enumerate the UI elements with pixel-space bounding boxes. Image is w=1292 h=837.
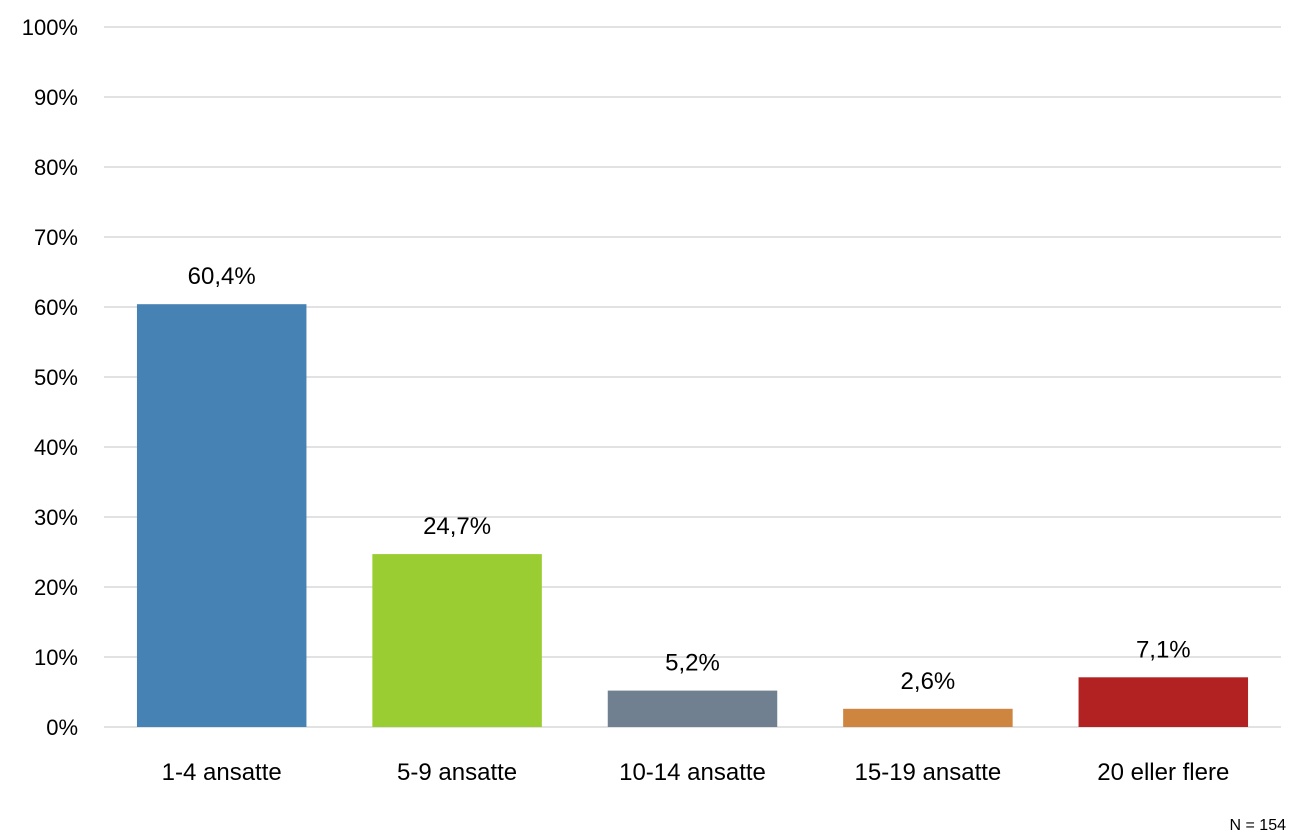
x-tick-label: 15-19 ansatte bbox=[855, 759, 1002, 786]
x-tick-label: 20 eller flere bbox=[1097, 759, 1229, 786]
bar bbox=[372, 554, 542, 727]
bar bbox=[607, 690, 778, 727]
data-label: 60,4% bbox=[188, 263, 256, 290]
y-tick-label: 20% bbox=[34, 575, 78, 600]
y-tick-label: 60% bbox=[34, 295, 78, 320]
bar bbox=[843, 708, 1013, 727]
bar bbox=[136, 304, 307, 727]
x-tick-label: 10-14 ansatte bbox=[619, 759, 766, 786]
y-tick-label: 30% bbox=[34, 505, 78, 530]
x-axis-tick-labels: 1-4 ansatte 5-9 ansatte 10-14 ansatte 15-19… bbox=[162, 759, 1230, 786]
y-tick-label: 40% bbox=[34, 435, 78, 460]
data-label: 2,6% bbox=[901, 668, 956, 695]
x-tick-label: 5-9 ansatte bbox=[397, 759, 517, 786]
data-label: 24,7% bbox=[423, 513, 491, 540]
data-labels: 60,4% 24,7% 5,2% 2,6% 7,1% bbox=[188, 263, 1191, 695]
data-label: 7,1% bbox=[1136, 636, 1191, 663]
bars bbox=[136, 304, 1249, 727]
x-tick-label: 1-4 ansatte bbox=[162, 759, 282, 786]
data-label: 5,2% bbox=[665, 650, 720, 677]
y-tick-label: 0% bbox=[46, 715, 78, 740]
sample-size-note: N = 154 bbox=[1229, 817, 1286, 834]
y-tick-label: 80% bbox=[34, 155, 78, 180]
y-tick-label: 70% bbox=[34, 225, 78, 250]
y-axis-tick-labels: 0% 10% 20% 30% 40% 50% 60% 70% 80% 90% 100% bbox=[22, 15, 78, 740]
y-tick-label: 90% bbox=[34, 85, 78, 110]
y-tick-label: 10% bbox=[34, 645, 78, 670]
y-tick-label: 50% bbox=[34, 365, 78, 390]
bar bbox=[1078, 677, 1249, 727]
y-tick-label: 100% bbox=[22, 15, 78, 40]
